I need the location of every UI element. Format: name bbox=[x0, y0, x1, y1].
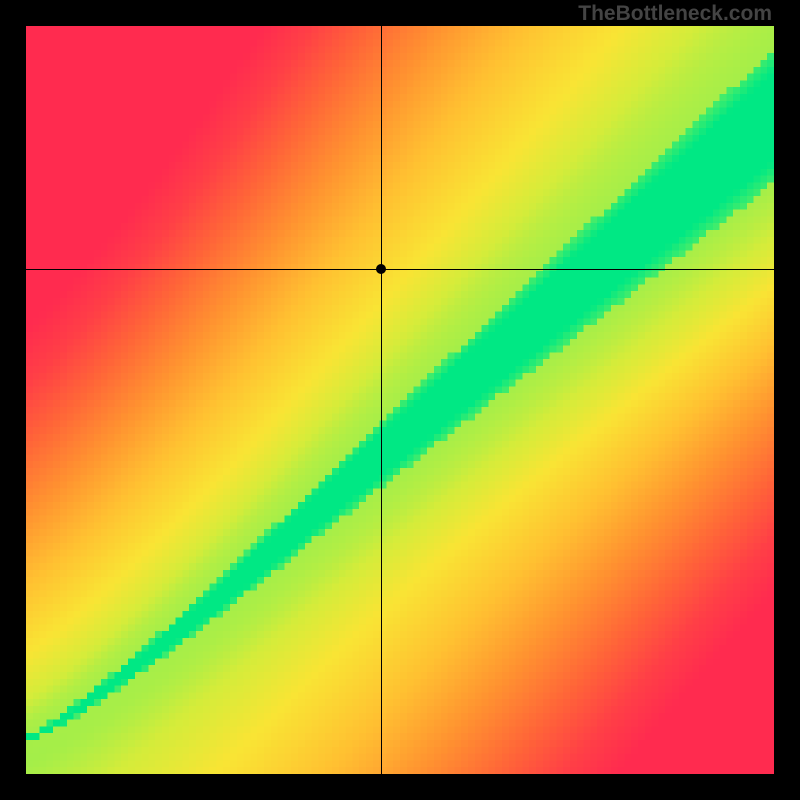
crosshair-vertical bbox=[381, 26, 382, 774]
marker-dot bbox=[376, 264, 386, 274]
plot-area bbox=[26, 26, 774, 774]
watermark-text: TheBottleneck.com bbox=[578, 2, 772, 26]
chart-container: TheBottleneck.com bbox=[0, 0, 800, 800]
heatmap-canvas bbox=[26, 26, 774, 774]
crosshair-horizontal bbox=[26, 269, 774, 270]
